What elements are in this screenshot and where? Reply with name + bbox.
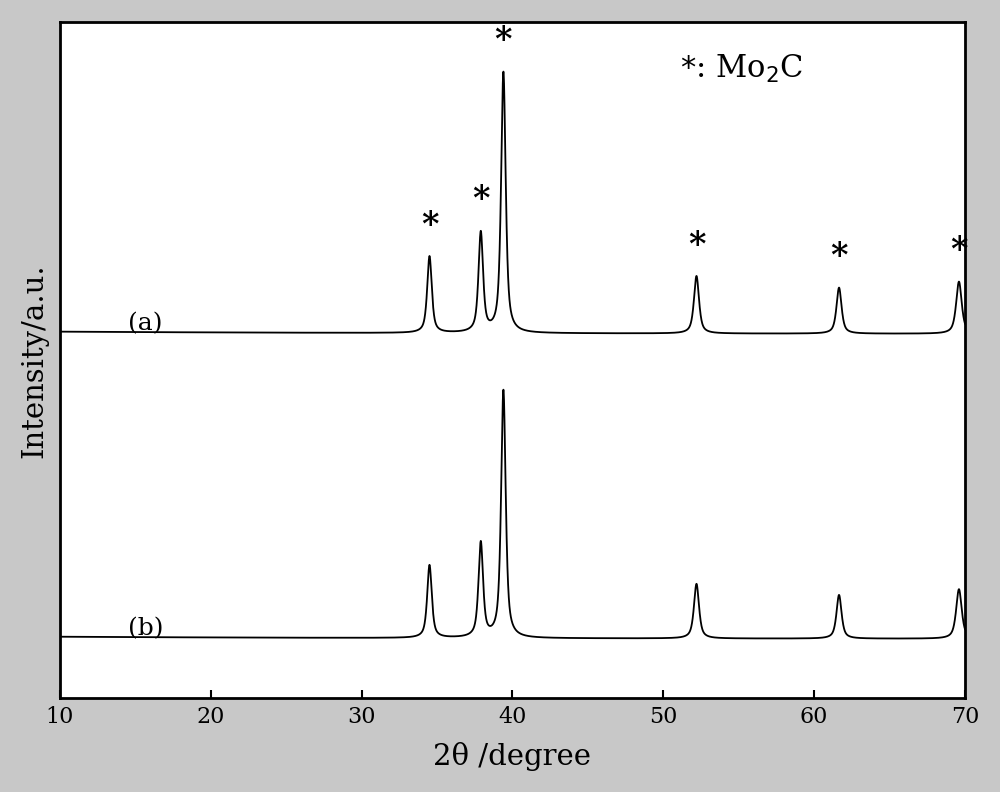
- Text: *: *: [421, 208, 438, 242]
- Text: $*$: Mo$_2$C: $*$: Mo$_2$C: [680, 53, 803, 85]
- Text: *: *: [495, 25, 512, 57]
- Text: *: *: [472, 184, 490, 216]
- Y-axis label: Intensity/a.u.: Intensity/a.u.: [21, 263, 49, 458]
- Text: *: *: [830, 240, 848, 273]
- X-axis label: 2θ /degree: 2θ /degree: [433, 742, 591, 771]
- Text: (a): (a): [128, 313, 162, 336]
- Text: *: *: [950, 234, 968, 267]
- Text: *: *: [688, 229, 705, 261]
- Text: (b): (b): [128, 618, 163, 641]
